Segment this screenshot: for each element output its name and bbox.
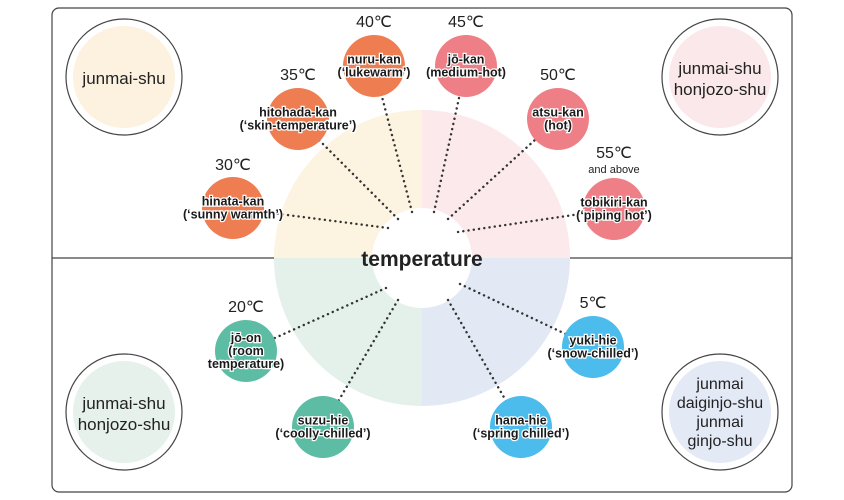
temp-node-circle xyxy=(267,88,329,150)
temp-node-circle xyxy=(343,35,405,97)
sake-type-label: junmai-shu xyxy=(81,394,165,413)
temp-value: 45℃ xyxy=(448,14,484,31)
temp-name: jō-kan xyxy=(447,53,485,67)
temp-node-suzu-hie: suzu-hie(‘coolly-chilled’) xyxy=(274,396,372,458)
temp-name: hana-hie xyxy=(495,414,546,428)
sake-type-bottom-left: junmai-shu honjozo-shu xyxy=(65,353,183,471)
temp-value: 50℃ xyxy=(540,67,576,84)
wheel-hub xyxy=(372,208,472,308)
connector-atsu-kan xyxy=(446,117,560,221)
temp-node-circle xyxy=(490,396,552,458)
temp-name: jō-on xyxy=(230,331,262,345)
temperature-nodes: 30℃ hinata-kan(‘sunny warmth’) 35℃ hitohada… xyxy=(182,14,653,458)
temp-node-hitohada-kan: 35℃ hitohada-kan(‘skin-temperature’) xyxy=(238,67,358,150)
center-label: temperature xyxy=(361,248,482,271)
temp-node-circle xyxy=(202,177,264,239)
temp-node-atsu-kan: 50℃ atsu-kan(hot) xyxy=(527,67,589,150)
temp-value: 30℃ xyxy=(215,157,251,174)
temp-english: (‘skin-temperature’) xyxy=(240,119,357,133)
temp-english: (‘spring chilled’) xyxy=(473,427,570,441)
temp-name: nuru-kan xyxy=(347,53,400,67)
wheel-quadrant-warm-right xyxy=(422,110,570,258)
sake-type-label: junmai-shu xyxy=(81,69,165,88)
temp-node-circle xyxy=(527,88,589,150)
temp-node-yuki-hie: 5℃ yuki-hie(‘snow-chilled’) xyxy=(546,295,640,378)
temp-name: suzu-hie xyxy=(298,414,349,428)
temp-english: (‘coolly-chilled’) xyxy=(275,427,370,441)
connector-jo-kan xyxy=(432,64,468,214)
sake-type-label: junmai-shu xyxy=(677,59,761,78)
temp-value: 55℃ xyxy=(596,145,632,162)
sake-type-label: ginjo-shu xyxy=(688,433,753,450)
connector-hinata-kan xyxy=(231,206,390,230)
temp-node-hana-hie: hana-hie(‘spring chilled’) xyxy=(472,396,570,458)
temp-english: temperature) xyxy=(208,357,284,371)
temp-value: 35℃ xyxy=(280,67,316,84)
temp-english: (medium-hot) xyxy=(426,66,506,80)
sake-type-label: junmai xyxy=(695,414,743,431)
temp-name: atsu-kan xyxy=(532,106,583,120)
wheel-quadrant-cool-left xyxy=(274,258,422,406)
temp-note: and above xyxy=(588,164,639,176)
sake-type-label: junmai xyxy=(695,376,743,393)
connector-nuru-kan xyxy=(372,64,414,214)
sake-type-fill xyxy=(669,361,771,463)
temp-english: (room xyxy=(228,344,263,358)
temp-name: hinata-kan xyxy=(202,195,265,209)
temp-english: (‘piping hot’) xyxy=(576,209,652,223)
sake-type-bottom-right: junmai daiginjo-shu junmai ginjo-shu xyxy=(661,353,779,471)
sake-type-top-left: junmai-shu xyxy=(65,18,183,136)
temp-name: tobikiri-kan xyxy=(580,196,647,210)
temp-node-tobikiri-kan: 55℃ and above tobikiri-kan(‘piping hot’) xyxy=(575,145,653,240)
sake-type-fill xyxy=(73,361,175,463)
temp-value: 5℃ xyxy=(580,295,607,312)
temp-name: yuki-hie xyxy=(569,334,616,348)
temp-english: (‘lukewarm’) xyxy=(338,66,411,80)
sake-type-top-right: junmai-shu honjozo-shu xyxy=(661,18,779,136)
temp-node-jo-kan: 45℃ jō-kan(medium-hot) xyxy=(425,14,507,97)
sake-type-label: honjozo-shu xyxy=(674,80,767,99)
sake-type-fill xyxy=(669,26,771,128)
temp-node-circle xyxy=(435,35,497,97)
temp-value: 40℃ xyxy=(356,14,392,31)
temp-name: hitohada-kan xyxy=(259,106,337,120)
wheel-quadrant-cool-right xyxy=(422,258,570,406)
temp-node-circle xyxy=(292,396,354,458)
sake-type-label: honjozo-shu xyxy=(78,415,171,434)
sake-type-label: daiginjo-shu xyxy=(677,395,763,412)
temp-node-circle xyxy=(215,320,277,382)
sake-type-fill xyxy=(73,26,175,128)
temp-english: (hot) xyxy=(544,119,572,133)
temp-node-nuru-kan: 40℃ nuru-kan(‘lukewarm’) xyxy=(336,14,412,97)
temp-english: (‘sunny warmth’) xyxy=(183,208,283,222)
temp-value: 20℃ xyxy=(228,299,264,316)
temp-node-hinata-kan: 30℃ hinata-kan(‘sunny warmth’) xyxy=(182,157,284,239)
wheel-quadrant-warm-left xyxy=(274,110,422,258)
temp-node-circle xyxy=(562,316,624,378)
outer-frame xyxy=(51,7,793,493)
temp-node-circle xyxy=(583,178,645,240)
temp-english: (‘snow-chilled’) xyxy=(548,347,639,361)
